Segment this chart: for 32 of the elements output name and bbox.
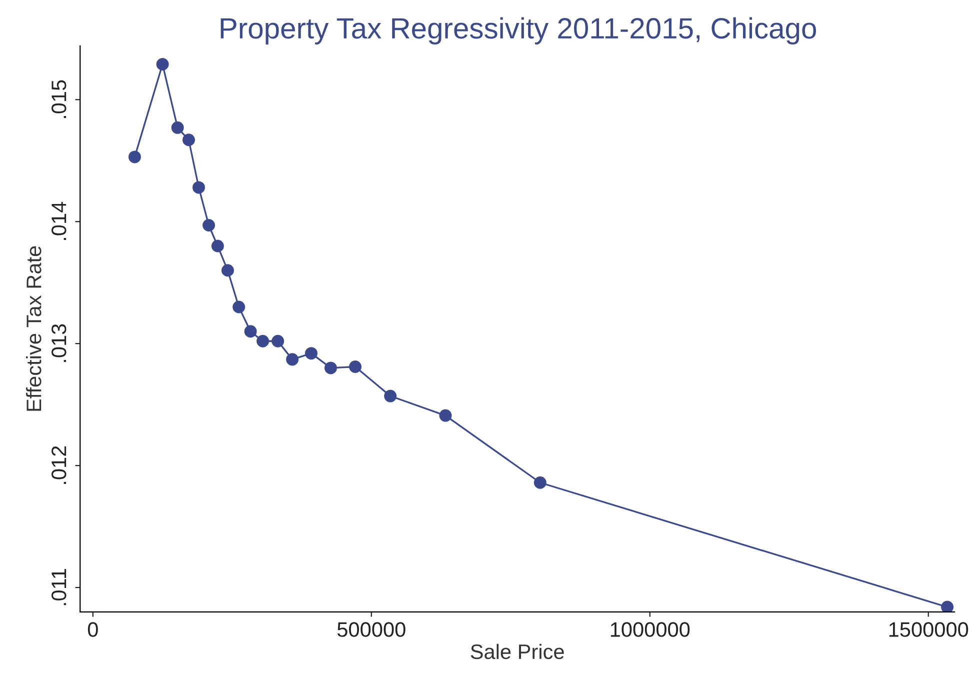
point (202, 219, 216, 232)
point (324, 362, 337, 374)
point (232, 300, 246, 314)
point (244, 325, 257, 338)
point (221, 264, 234, 277)
point (534, 476, 546, 489)
point (439, 409, 452, 422)
point (384, 390, 397, 402)
x-axis-title: Sale Price (470, 644, 564, 660)
y-axis-title: Effective Tax Rate (26, 246, 42, 411)
x-tick-label: 0 (88, 622, 98, 637)
x-tick-label: 500000 (337, 622, 406, 637)
point (349, 360, 362, 373)
point (171, 121, 184, 134)
point (272, 334, 284, 348)
point (192, 181, 205, 194)
y-tick-label: .014 (52, 202, 66, 240)
x-tick-label: 1000000 (610, 622, 690, 637)
point (211, 240, 224, 252)
point (182, 134, 195, 146)
point (286, 353, 299, 366)
chart-title: Property Tax Regressivity 2011-2015, Chicago (220, 17, 816, 44)
y-tick-label: .013 (52, 324, 66, 362)
y-tick-label: .015 (52, 80, 66, 118)
point (156, 58, 169, 71)
x-tick-label: 1500000 (889, 622, 968, 637)
point (941, 600, 954, 612)
point (128, 150, 141, 164)
y-tick-label: .012 (52, 446, 66, 484)
point (305, 347, 318, 360)
y-tick-label: .011 (52, 569, 66, 606)
point (256, 334, 270, 348)
